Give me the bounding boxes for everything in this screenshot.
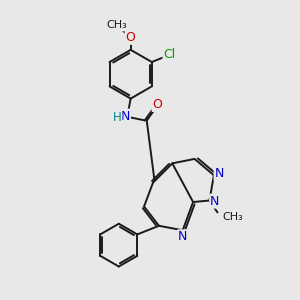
Text: CH₃: CH₃: [223, 212, 244, 222]
Text: O: O: [126, 31, 136, 44]
Text: N: N: [214, 167, 224, 180]
Text: H: H: [112, 111, 122, 124]
Text: N: N: [210, 195, 220, 208]
Text: O: O: [152, 98, 162, 111]
Text: N: N: [121, 110, 130, 123]
Text: Cl: Cl: [164, 48, 176, 62]
Text: CH₃: CH₃: [106, 20, 127, 31]
Text: N: N: [178, 230, 188, 243]
